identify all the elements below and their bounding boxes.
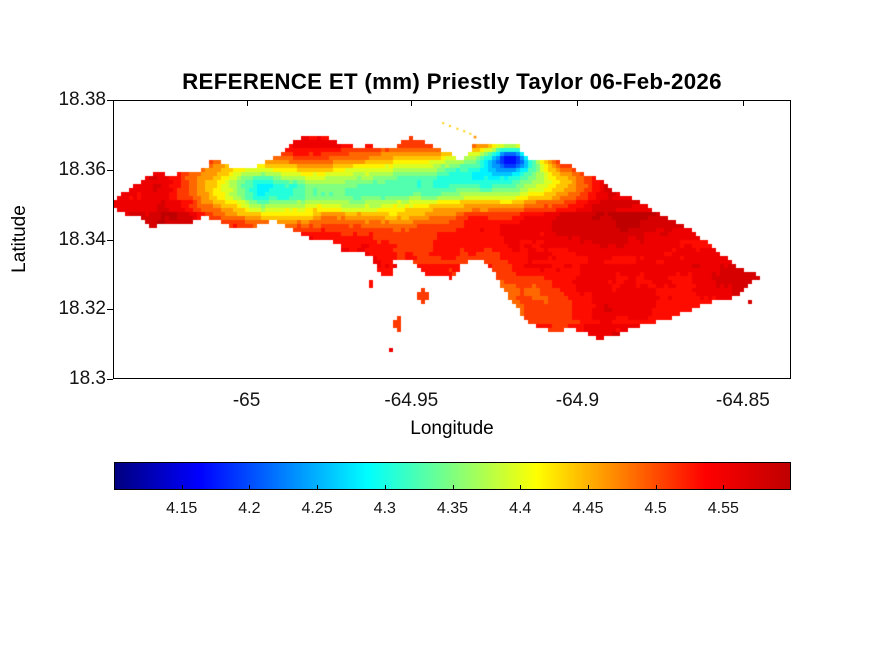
svg-text:Latitude: Latitude	[9, 205, 30, 273]
